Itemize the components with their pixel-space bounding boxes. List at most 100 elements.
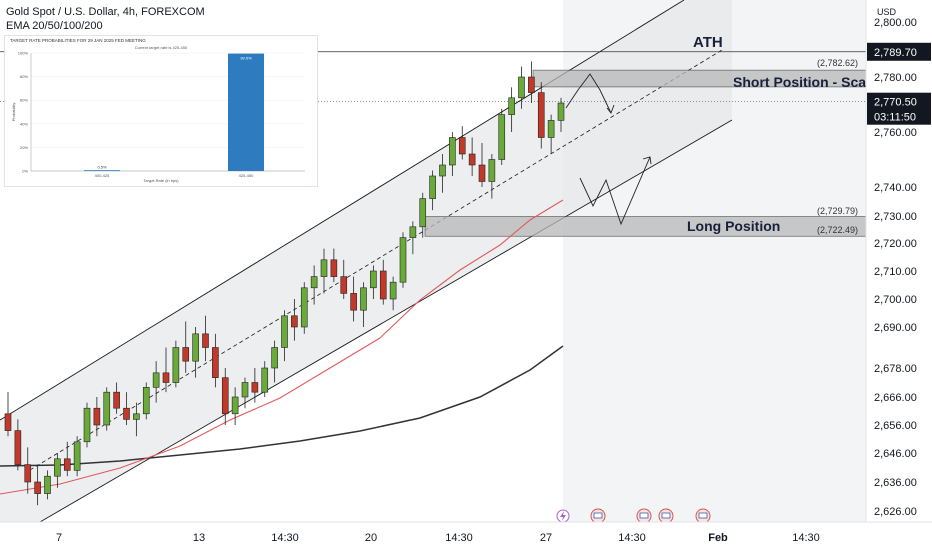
candles-group bbox=[4, 61, 565, 506]
price-tick-label: 2,666.00 bbox=[874, 392, 917, 404]
long-zone bbox=[424, 216, 867, 237]
price-tick-label: 2,760.00 bbox=[874, 127, 917, 139]
candle-body bbox=[192, 333, 199, 362]
price-tick-label: 2,710.00 bbox=[874, 266, 917, 278]
candle-body bbox=[508, 97, 515, 115]
candle-body bbox=[4, 413, 12, 431]
price-tick-label: 2,678.00 bbox=[874, 363, 917, 375]
price-tick-label: 2,626.00 bbox=[874, 506, 917, 518]
current-price-tag bbox=[867, 92, 931, 125]
candle-body bbox=[172, 347, 180, 383]
current-price-tag-text: 2,770.50 bbox=[874, 97, 917, 109]
candle-body bbox=[73, 441, 81, 471]
indicator-label[interactable]: EMA 20/50/100/200 bbox=[6, 20, 103, 32]
inset-bar bbox=[84, 170, 120, 171]
candle-body bbox=[123, 407, 130, 420]
inset-bar-label: 0.5% bbox=[97, 164, 107, 169]
candle-body bbox=[93, 407, 101, 426]
candle-body bbox=[557, 102, 565, 121]
short-position-label: Short Position - Sca bbox=[733, 74, 866, 90]
candle-body bbox=[439, 164, 446, 177]
inset-xlabel: Target Rate (in bps) bbox=[143, 178, 179, 183]
time-tick-label: Feb bbox=[708, 532, 728, 544]
inset-bar bbox=[228, 53, 264, 172]
candle-body bbox=[152, 372, 160, 388]
flag-glyph bbox=[593, 512, 603, 519]
candle-body bbox=[162, 372, 170, 383]
candle-body bbox=[24, 464, 32, 483]
candle-body bbox=[468, 153, 476, 166]
candle-body bbox=[399, 237, 407, 283]
price-axis-bg bbox=[866, 0, 932, 522]
candle-body bbox=[63, 458, 71, 471]
fed-probability-inset: TARGET RATE PROBABILITIES FOR 29 JAN 202… bbox=[4, 35, 318, 187]
candle-body bbox=[14, 430, 22, 465]
chart-header: Gold Spot / U.S. Dollar, 4h, FOREXCOM EM… bbox=[6, 5, 205, 33]
inset-bar-chart: 100% 80% 60% 40% 20% 0% Probability 0.5% 400-425… bbox=[11, 51, 305, 178]
flag-glyph bbox=[698, 512, 708, 519]
countdown-text: 03:11:50 bbox=[874, 112, 916, 124]
time-tick-label: 20 bbox=[365, 532, 377, 544]
candle-body bbox=[291, 315, 298, 328]
long-projection-arrowhead bbox=[642, 156, 652, 165]
candle-body bbox=[389, 281, 397, 300]
inset-ytick-label: 100% bbox=[18, 51, 29, 56]
candle-body bbox=[379, 270, 387, 300]
candle-body bbox=[537, 92, 545, 138]
candle-body bbox=[103, 391, 111, 426]
time-tick-label: 14:30 bbox=[271, 532, 299, 544]
candle-body bbox=[83, 407, 91, 443]
currency-label: USD bbox=[877, 7, 897, 17]
inset-title: TARGET RATE PROBABILITIES FOR 29 JAN 202… bbox=[10, 38, 146, 43]
long-projection-path bbox=[579, 156, 651, 226]
price-axis: 2,800.002,790.002,780.002,770.002,760.00… bbox=[865, 0, 932, 522]
time-tick-label: 27 bbox=[540, 532, 552, 544]
candle-body bbox=[133, 413, 140, 420]
symbol-title[interactable]: Gold Spot / U.S. Dollar, 4h, FOREXCOM bbox=[6, 6, 205, 18]
inset-subtitle: Current target rate is 425-450 bbox=[134, 45, 188, 50]
flag-glyph bbox=[661, 512, 671, 519]
candle-body bbox=[547, 120, 555, 138]
inset-category-label: 425-450 bbox=[239, 173, 254, 178]
price-tick-label: 2,780.00 bbox=[874, 72, 917, 84]
inset-ylabel: Probability bbox=[11, 103, 16, 122]
candle-body bbox=[212, 347, 219, 378]
candle-body bbox=[44, 475, 51, 494]
candle-body bbox=[182, 347, 190, 362]
price-tick-label: 2,800.00 bbox=[874, 17, 917, 29]
inset-category-label: 400-425 bbox=[95, 173, 110, 178]
long-bottom-value: (2,722.49) bbox=[817, 225, 858, 235]
ath-price-tag bbox=[867, 42, 931, 61]
lightning-glyph bbox=[560, 511, 566, 521]
inset-ytick-label: 80% bbox=[20, 74, 28, 79]
ema-slow-line bbox=[0, 345, 564, 467]
time-tick-label: 7 bbox=[56, 532, 62, 544]
price-tick-label: 2,730.00 bbox=[874, 211, 917, 223]
candle-body bbox=[300, 287, 308, 328]
candle-body bbox=[310, 276, 318, 289]
candle-body bbox=[340, 276, 348, 294]
candle-body bbox=[518, 76, 525, 99]
candle-body bbox=[261, 367, 269, 393]
candle-body bbox=[350, 293, 357, 311]
candle-body bbox=[271, 347, 278, 369]
candle-body bbox=[419, 198, 427, 228]
candle-body bbox=[251, 382, 259, 393]
ath-label: ATH bbox=[693, 34, 723, 51]
candle-body bbox=[320, 259, 328, 277]
candle-body bbox=[370, 270, 377, 289]
candle-body bbox=[429, 175, 436, 199]
price-tick-label: 2,700.00 bbox=[874, 294, 917, 306]
price-tick-label: 2,646.00 bbox=[874, 448, 917, 460]
flag-glyph bbox=[639, 512, 649, 519]
time-tick-label: 14:30 bbox=[792, 532, 820, 544]
time-tick-label: 14:30 bbox=[445, 532, 473, 544]
candle-body bbox=[202, 333, 209, 348]
candle-body bbox=[360, 287, 367, 311]
inset-ytick-label: 60% bbox=[20, 98, 28, 103]
candle-body bbox=[528, 76, 535, 93]
ath-price-tag-text: 2,789.70 bbox=[874, 47, 917, 59]
inset-ytick-label: 40% bbox=[20, 121, 28, 126]
